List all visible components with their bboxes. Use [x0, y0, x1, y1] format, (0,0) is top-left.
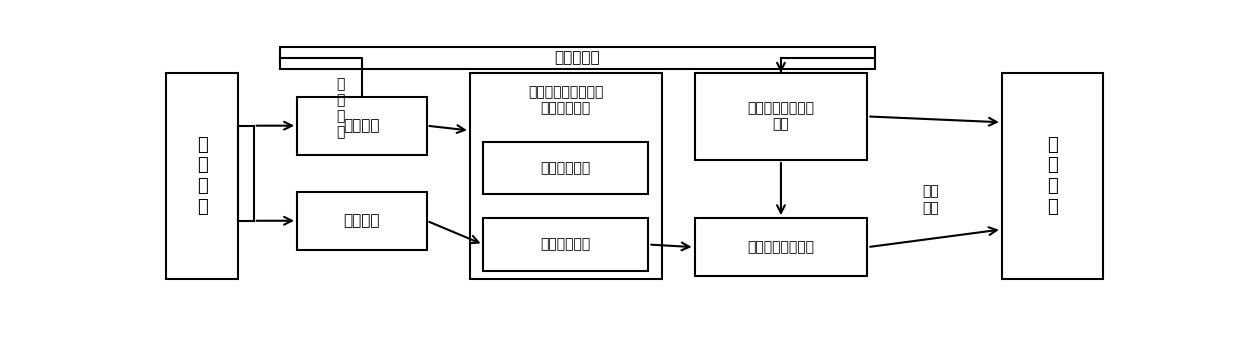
Text: 润滑系统贝叶斯网络
模型的建立：: 润滑系统贝叶斯网络 模型的建立：: [528, 85, 603, 115]
Text: 故障类型: 故障类型: [343, 213, 380, 228]
Text: 外部征兆: 外部征兆: [343, 118, 380, 133]
Text: 系统实际工作状态
信息: 系统实际工作状态 信息: [747, 101, 814, 131]
FancyBboxPatch shape: [1002, 73, 1103, 279]
Text: 润
滑
系
统: 润 滑 系 统: [197, 135, 208, 216]
FancyBboxPatch shape: [695, 73, 867, 160]
Text: 模型的适应性修正: 模型的适应性修正: [747, 240, 814, 254]
Text: 网络拓扑结构: 网络拓扑结构: [540, 161, 591, 175]
Text: 故
障
诊
断: 故 障 诊 断: [1047, 135, 1058, 216]
Text: 采集、泛化: 采集、泛化: [555, 50, 600, 66]
Text: 当
前
时
刻: 当 前 时 刻: [336, 77, 344, 139]
FancyBboxPatch shape: [297, 97, 426, 155]
FancyBboxPatch shape: [166, 73, 238, 279]
FancyBboxPatch shape: [695, 218, 867, 276]
FancyBboxPatch shape: [297, 192, 426, 250]
FancyBboxPatch shape: [483, 142, 648, 194]
FancyBboxPatch shape: [280, 47, 875, 69]
Text: 联合
树法: 联合 树法: [922, 185, 939, 215]
FancyBboxPatch shape: [470, 73, 662, 279]
Text: 节点概率信息: 节点概率信息: [540, 237, 591, 251]
FancyBboxPatch shape: [483, 218, 648, 271]
